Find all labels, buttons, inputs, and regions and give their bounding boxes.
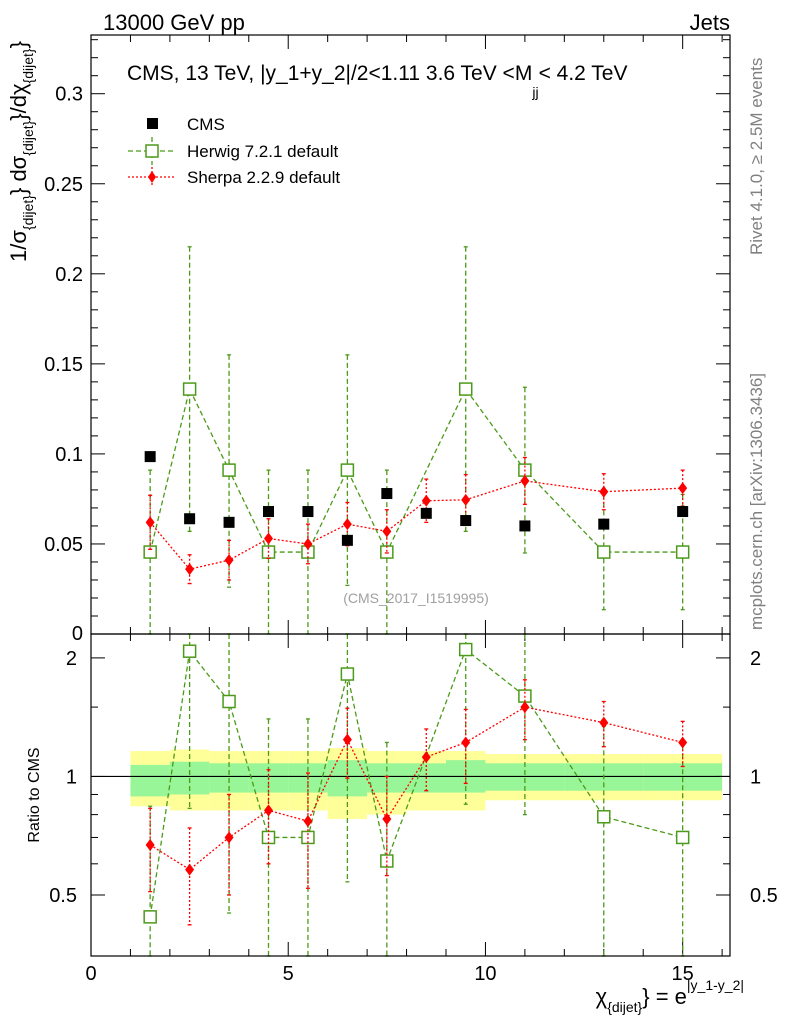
herwig-ratio-point [597,810,611,824]
header-left: 13000 GeV pp [103,10,245,35]
cms-point [341,534,353,546]
y-tick-label: 0.15 [44,354,83,376]
sherpa-ratio-point [461,736,471,749]
sherpa-ratio-point [342,733,352,746]
ratio-y-tick-label-right: 0.5 [750,885,778,907]
y-tick-label-zero: 0 [72,623,83,645]
cms-point [598,518,610,530]
sherpa-point [303,537,313,550]
sherpa-point [264,532,273,545]
herwig-ratio-point [675,830,690,845]
sherpa-point [224,554,234,567]
herwig-point [597,545,611,559]
x-tick-label: 5 [283,963,294,985]
cms-point [263,506,274,518]
ratio-axes: 0 5 10 15 0.5 0.5 1 1 2 2 [49,634,778,985]
herwig-point [182,382,197,396]
sherpa-ratio-point [264,804,273,817]
sherpa-ratio-line [149,706,683,871]
chart-title-sub: jj [531,84,538,100]
sherpa-ratio-point [382,812,392,825]
ratio-y-tick-label-right: 1 [750,766,761,788]
sherpa-point [382,525,392,538]
cms-point [223,516,235,528]
sherpa-ratio-point [224,831,234,844]
legend: CMS Herwig 7.2.1 default Sherpa 2.2.9 de… [128,115,340,187]
main-axes: 0.05 0.1 0.15 0.2 0.25 0.3 0 [44,35,730,645]
mcplots-label: mcplots.cern.ch [arXiv:1306.3436] [747,373,766,630]
herwig-ratio-point [143,910,157,924]
cms-point [460,515,472,527]
sherpa-point [461,493,471,506]
herwig-point [222,463,236,477]
legend-herwig-marker [145,144,159,158]
x-axis-label: χ{dijet}} = e|y_1-y_2| [596,977,744,1015]
x-tick-label: 15 [672,963,694,985]
cms-point [184,513,196,525]
sherpa-point [342,518,352,531]
sherpa-ratio-point [421,751,431,764]
rivet-label: Rivet 4.1.0, ≥ 2.5M events [747,58,766,255]
herwig-ratio-point [222,694,236,709]
herwig-ratio-point [182,644,197,658]
main-data-layer [143,246,690,635]
cms-point [677,506,689,518]
y-tick-label: 0.2 [55,264,83,286]
chart-title-tail: < 4.2 TeV [539,62,628,85]
herwig-point [675,545,690,559]
chart-title-main: CMS, 13 TeV, |y_1+y_2|/2<1.11 3.6 TeV <M [127,62,532,85]
legend-sherpa-marker [148,171,156,183]
ratio-data-layer [143,633,690,957]
herwig-point [380,545,394,559]
herwig-ratio-point [261,830,276,845]
ratio-y-tick-label: 0.5 [49,885,77,907]
cms-point [381,488,393,500]
sherpa-point [421,494,431,507]
x-tick-label: 10 [474,963,496,985]
sherpa-ratio-point [185,863,195,876]
legend-sherpa-label: Sherpa 2.2.9 default [187,168,340,187]
sherpa-point [520,474,530,487]
sherpa-ratio-point [145,838,155,851]
ratio-y-tick-label: 2 [66,648,77,670]
herwig-ratio-point [340,667,355,681]
y-tick-label: 0.05 [44,534,83,556]
sherpa-ratio-point [520,701,530,714]
y-tick-label: 0.3 [55,84,83,106]
legend-cms-marker [147,118,158,129]
cms-point [519,520,531,532]
herwig-line [149,387,683,554]
y-axis-label: 1/σ{dijet}} dσ{dijet}}/dχ{dijet}} [6,41,36,262]
ratio-inner-band [130,764,170,797]
x-tick-label: 0 [85,963,96,985]
ratio-y-tick-label: 1 [66,766,77,788]
ratio-frame [90,633,731,957]
sherpa-point [185,563,195,576]
sherpa-ratio-point [599,716,609,729]
sherpa-ratio-point [678,736,688,749]
herwig-ratio-point [458,642,473,657]
cms-point [302,506,314,518]
analysis-watermark: (CMS_2017_I1519995) [343,590,489,606]
sherpa-point [678,482,688,495]
sherpa-point [599,485,609,498]
y-tick-label: 0.25 [44,174,83,196]
header-right: Jets [690,10,730,35]
cms-point [420,507,432,519]
ratio-y-axis-label: Ratio to CMS [26,747,43,842]
herwig-point [143,545,157,559]
herwig-point [458,382,473,396]
legend-cms-label: CMS [187,115,225,134]
cms-point [144,451,156,463]
chart-title: CMS, 13 TeV, |y_1+y_2|/2<1.11 3.6 TeV <M… [127,62,628,100]
sherpa-ratio-point [303,815,313,828]
y-tick-label: 0.1 [55,444,83,466]
ratio-y-tick-label-right: 2 [750,648,761,670]
sherpa-point [145,516,155,529]
legend-herwig-label: Herwig 7.2.1 default [187,142,338,161]
herwig-point [340,463,355,477]
